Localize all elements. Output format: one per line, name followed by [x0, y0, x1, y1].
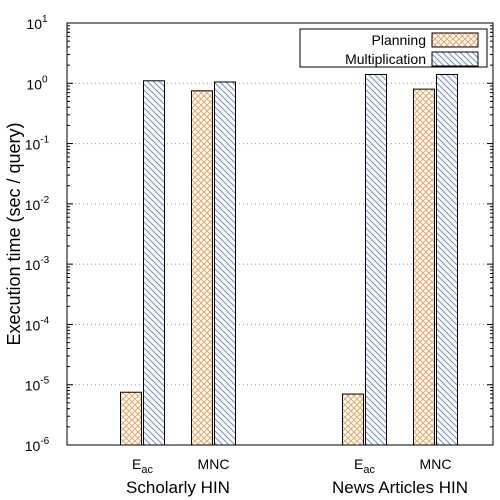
legend: Planning Multiplication [299, 28, 488, 68]
legend-swatch-planning [431, 32, 479, 48]
bar-multiplication-0 [143, 80, 165, 446]
plot-frame [66, 22, 494, 446]
y-tick-label: 10-1 [25, 135, 50, 153]
x-group-label: News Articles HIN [332, 478, 468, 497]
bar-planning-2 [342, 393, 364, 446]
bars [120, 73, 458, 446]
y-tick-label: 101 [26, 14, 48, 32]
x-category-label: Eac [132, 456, 153, 476]
bar-multiplication-2 [365, 73, 387, 446]
x-category-label: MNC [420, 456, 452, 472]
legend-label-multiplication: Multiplication [345, 51, 426, 67]
bar-multiplication-3 [436, 73, 458, 446]
bar-planning-1 [191, 90, 213, 446]
x-category-label: Eac [354, 456, 375, 476]
legend-label-planning: Planning [372, 32, 427, 48]
y-tick-label: 10-4 [25, 315, 50, 333]
x-group-label: Scholarly HIN [126, 478, 230, 497]
y-tick-label: 10-6 [25, 436, 50, 454]
y-tick-label: 100 [26, 74, 48, 92]
y-axis-title: Execution time (sec / query) [4, 122, 24, 345]
legend-swatch-multiplication [431, 51, 479, 67]
y-tick-label: 10-5 [25, 376, 50, 394]
x-category-label: MNC [198, 456, 230, 472]
grid [67, 82, 493, 386]
x-labels: Eac MNC Scholarly HIN Eac MNC News Articles H… [126, 456, 468, 497]
bar-planning-0 [120, 391, 142, 446]
y-tick-label: 10-3 [25, 255, 50, 273]
bar-multiplication-1 [214, 81, 236, 446]
y-tick-label: 10-2 [25, 195, 50, 213]
y-ticks: 10-6 10-5 10-4 10-3 10-2 10-1 100 101 [25, 14, 493, 454]
bar-planning-3 [413, 88, 435, 446]
